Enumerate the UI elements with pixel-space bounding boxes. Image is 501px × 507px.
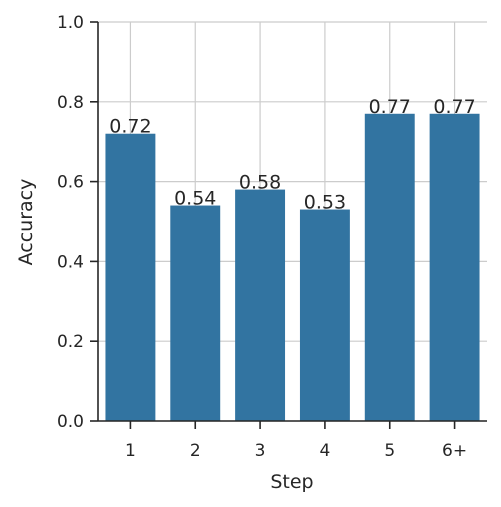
- bar: [299, 209, 350, 421]
- bar: [235, 189, 286, 421]
- data-label: 0.72: [109, 116, 151, 138]
- y-tick-label: 1.0: [57, 13, 84, 33]
- x-tick-label: 5: [384, 441, 395, 461]
- x-tick-label: 2: [190, 441, 201, 461]
- x-axis-label: Step: [270, 471, 313, 493]
- x-tick-label: 3: [255, 441, 266, 461]
- x-tick-label: 6+: [442, 441, 467, 461]
- bar: [429, 113, 480, 422]
- bar: [170, 205, 221, 421]
- x-tick-label: 1: [125, 441, 136, 461]
- y-tick-label: 0.2: [57, 332, 84, 352]
- y-tick-label: 0.8: [57, 93, 84, 113]
- bars: 0.72 0.54 0.58 0.53 0.77 0.77: [105, 96, 480, 422]
- axes: 0.0 0.2 0.4 0.6 0.8 1.0 1 2 3 4 5 6+: [57, 13, 487, 461]
- data-label: 0.77: [369, 96, 411, 118]
- data-label: 0.58: [239, 172, 281, 194]
- y-axis-label: Accuracy: [15, 179, 37, 266]
- y-tick-label: 0.6: [57, 173, 84, 193]
- y-tick-label: 0.0: [57, 412, 84, 432]
- data-label: 0.54: [174, 188, 216, 210]
- bar: [105, 133, 156, 421]
- data-label: 0.77: [433, 96, 475, 118]
- bar: [364, 113, 415, 422]
- y-tick-label: 0.4: [57, 252, 84, 272]
- x-tick-label: 4: [320, 441, 331, 461]
- grid: [98, 21, 487, 422]
- data-label: 0.53: [304, 192, 346, 214]
